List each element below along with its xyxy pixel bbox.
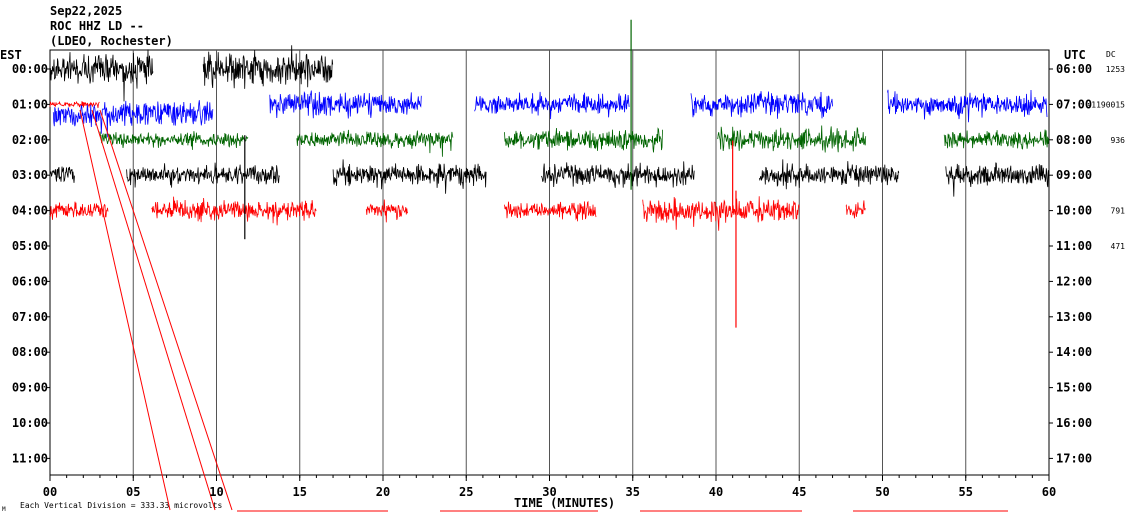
row-label-left: 03:00	[12, 168, 48, 182]
calibration-line	[79, 109, 171, 511]
row-label-right: 15:00	[1056, 381, 1092, 395]
trace-segment	[758, 159, 900, 190]
trace-segment	[943, 129, 1049, 150]
trace-segment	[690, 91, 833, 119]
trace-segment	[332, 159, 487, 194]
dc-label: DC	[1106, 50, 1116, 59]
row-label-left: 07:00	[12, 310, 48, 324]
trace-segment	[945, 162, 1050, 197]
trace-segment	[504, 127, 663, 153]
trace-segment	[717, 125, 867, 153]
row-label-right: 06:00	[1056, 62, 1092, 76]
row-label-right: 11:00	[1056, 239, 1092, 253]
trace-segment	[296, 129, 454, 157]
calibration-line	[99, 109, 233, 511]
row-label-left: 01:00	[12, 97, 48, 111]
date-label: Sep22,2025	[50, 4, 123, 18]
row-label-left: 04:00	[12, 204, 48, 218]
row-label-right: 08:00	[1056, 133, 1092, 147]
trace-segment	[99, 131, 249, 150]
row-label-left: 11:00	[12, 451, 48, 465]
trace-segment	[126, 162, 280, 188]
x-tick-label: 60	[1042, 485, 1056, 499]
x-tick-label: 45	[792, 485, 806, 499]
trace-segment	[642, 196, 800, 231]
row-label-right: 07:00	[1056, 97, 1092, 111]
x-tick-label: 35	[626, 485, 640, 499]
row-label-left: 05:00	[12, 239, 48, 253]
corner-mark: M	[2, 506, 6, 513]
x-tick-label: 55	[959, 485, 973, 499]
dc-offset: -1190015	[1086, 100, 1125, 109]
row-label-left: 08:00	[12, 345, 48, 359]
left-axis-title: EST	[0, 48, 22, 62]
x-tick-label: 30	[542, 485, 556, 499]
x-tick-label: 25	[459, 485, 473, 499]
row-label-right: 10:00	[1056, 204, 1092, 218]
x-tick-label: 20	[376, 485, 390, 499]
x-tick-label: 00	[43, 485, 57, 499]
trace-segment	[49, 49, 154, 102]
trace-segment	[887, 89, 1048, 123]
row-label-left: 10:00	[12, 416, 48, 430]
row-label-right: 12:00	[1056, 274, 1092, 288]
row-label-right: 09:00	[1056, 168, 1092, 182]
trace-segment	[49, 166, 75, 183]
trace-segment	[151, 196, 317, 226]
x-tick-label: 05	[126, 485, 140, 499]
trace-segment	[541, 161, 695, 188]
row-label-right: 17:00	[1056, 451, 1092, 465]
dc-offset: 936	[1111, 136, 1126, 145]
row-label-right: 16:00	[1056, 416, 1092, 430]
x-tick-label: 15	[293, 485, 307, 499]
x-tick-label: 40	[709, 485, 723, 499]
row-label-left: 09:00	[12, 381, 48, 395]
station-label: ROC HHZ LD --	[50, 19, 144, 33]
dc-offset: 791	[1111, 207, 1126, 216]
trace-segment	[504, 200, 597, 222]
right-axis-title: UTC	[1064, 48, 1086, 62]
row-label-right: 14:00	[1056, 345, 1092, 359]
x-tick-label: 50	[875, 485, 889, 499]
dc-offset: 471	[1111, 242, 1126, 251]
calibration-line	[91, 109, 216, 511]
network-label: (LDEO, Rochester)	[50, 34, 173, 48]
dc-offset: 1253	[1106, 65, 1125, 74]
row-label-left: 00:00	[12, 62, 48, 76]
x-axis-label: TIME (MINUTES)	[514, 496, 616, 510]
footer-note: Each Vertical Division = 333.33 microvol…	[20, 501, 223, 510]
trace-segment	[49, 100, 100, 109]
trace-segment	[202, 45, 334, 89]
row-label-left: 02:00	[12, 133, 48, 147]
row-label-right: 13:00	[1056, 310, 1092, 324]
trace-segment	[49, 201, 109, 220]
trace-segment	[365, 199, 409, 223]
trace-segment	[474, 91, 630, 120]
row-label-left: 06:00	[12, 274, 48, 288]
trace-segment	[845, 200, 866, 219]
x-tick-label: 10	[209, 485, 223, 499]
trace-segment	[269, 90, 422, 119]
trace-segment	[52, 100, 214, 138]
